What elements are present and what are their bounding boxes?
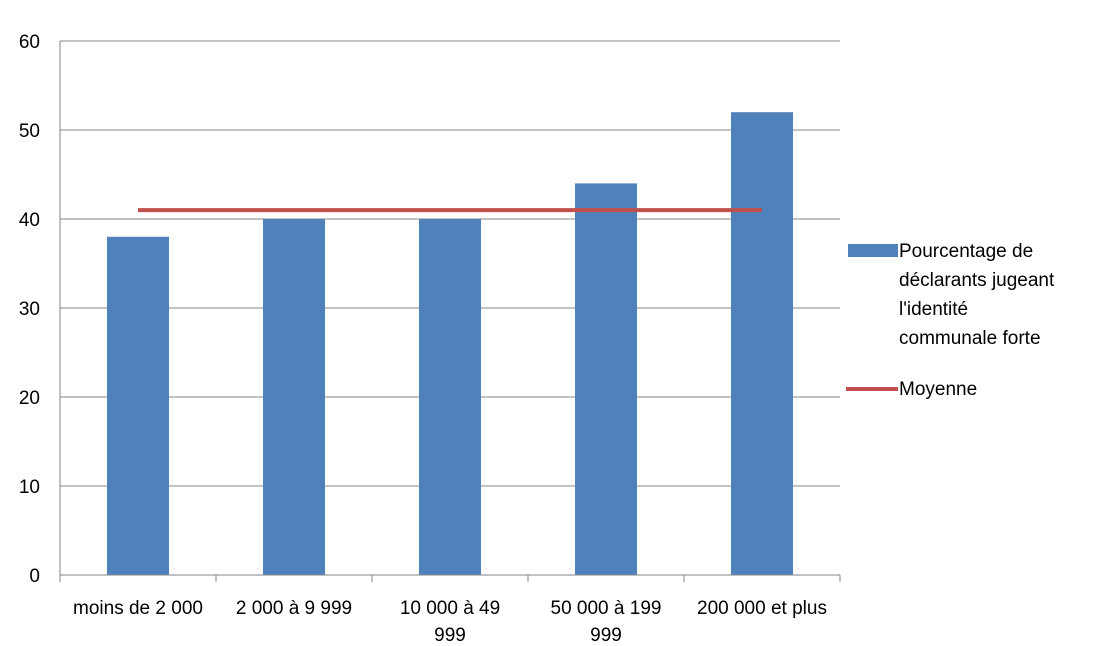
y-tick-label: 50 [19, 121, 40, 142]
y-tick-label: 40 [19, 210, 40, 231]
axes [59, 41, 841, 582]
x-category-label: 50 000 à 199 999 [551, 598, 662, 646]
legend: Pourcentage de déclarants jugeant l'identi… [846, 241, 1055, 400]
bar [731, 112, 793, 575]
y-tick-label: 0 [29, 566, 40, 587]
y-axis-tick-labels: 0 10 20 30 40 50 60 [19, 32, 40, 587]
x-axis-category-labels: moins de 2 000 2 000 à 9 999 10 000 à 49 99… [73, 598, 827, 646]
y-tick-label: 30 [19, 299, 40, 320]
x-category-label: 2 000 à 9 999 [236, 598, 352, 619]
legend-bar-label: Pourcentage de déclarants jugeant l'identi… [899, 241, 1055, 349]
bar [263, 219, 325, 575]
y-tick-label: 10 [19, 477, 40, 498]
legend-line-label: Moyenne [899, 379, 977, 400]
x-category-label: 200 000 et plus [697, 598, 827, 619]
bar [419, 219, 481, 575]
y-tick-label: 20 [19, 388, 40, 409]
bar-series [107, 112, 793, 576]
x-category-label: 10 000 à 49 999 [400, 598, 500, 646]
legend-bar-swatch [848, 244, 898, 257]
bar [575, 183, 637, 575]
y-tick-label: 60 [19, 32, 40, 53]
bar [107, 236, 169, 576]
x-category-label: moins de 2 000 [73, 598, 203, 619]
